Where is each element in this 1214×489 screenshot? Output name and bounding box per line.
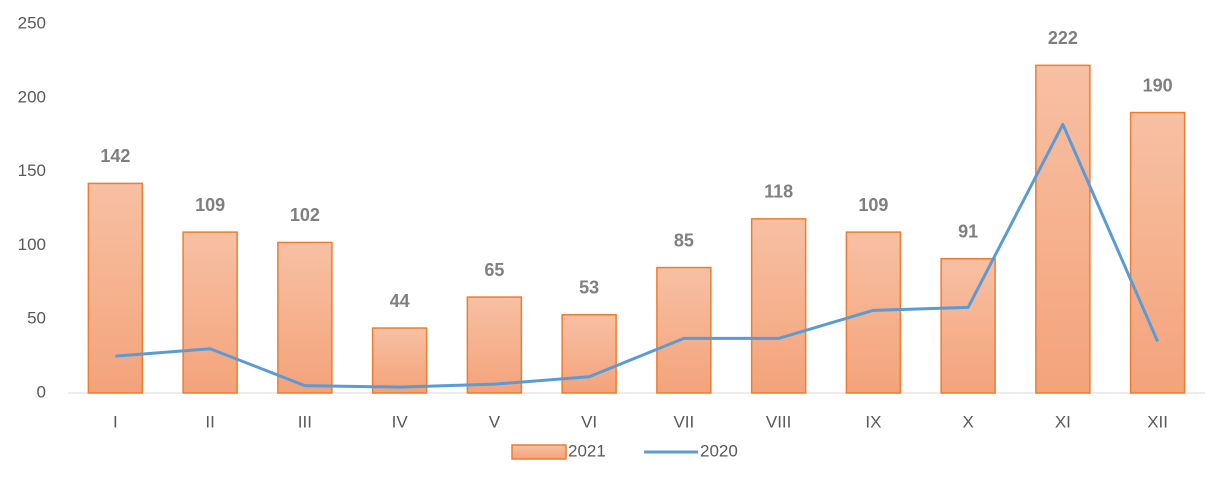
y-tick-label: 100 — [18, 235, 46, 254]
line — [115, 122, 1160, 389]
data-label: 109 — [195, 195, 225, 215]
data-label: 190 — [1143, 75, 1173, 95]
x-tick-label: VII — [673, 412, 694, 431]
data-label: 91 — [958, 221, 978, 241]
bar — [656, 266, 712, 394]
bar — [1129, 111, 1186, 394]
legend-label: 2021 — [568, 441, 606, 460]
data-label: 102 — [290, 205, 320, 225]
y-tick-label: 0 — [37, 382, 46, 401]
x-tick-label: IV — [392, 412, 409, 431]
bar — [750, 218, 807, 394]
bar — [277, 241, 333, 394]
x-tick-label: IX — [865, 412, 881, 431]
x-tick-label: I — [113, 412, 118, 431]
bar — [182, 231, 238, 394]
bar — [845, 231, 902, 394]
y-tick-label: 50 — [27, 309, 46, 328]
data-label: 222 — [1048, 28, 1078, 48]
bar — [940, 257, 996, 394]
bar — [371, 327, 428, 394]
bar — [466, 296, 523, 394]
bar — [561, 314, 617, 394]
x-tick-label: XII — [1147, 412, 1168, 431]
x-tick-label: VI — [581, 412, 597, 431]
data-label: 85 — [674, 230, 694, 250]
x-tick-label: XI — [1055, 412, 1071, 431]
bar — [87, 182, 144, 394]
x-tick-label: III — [298, 412, 312, 431]
x-tick-label: V — [489, 412, 501, 431]
x-tick-label: II — [205, 412, 214, 431]
legend-label: 2020 — [700, 441, 738, 460]
y-tick-label: 200 — [18, 87, 46, 106]
x-tick-label: X — [962, 412, 973, 431]
data-label: 53 — [579, 278, 599, 298]
data-label: 118 — [764, 182, 793, 202]
y-tick-label: 150 — [18, 161, 46, 180]
data-label: 65 — [484, 260, 504, 280]
data-label: 44 — [390, 291, 410, 311]
legend-swatch — [511, 444, 567, 460]
data-label: 142 — [100, 146, 130, 166]
data-label: 109 — [858, 195, 888, 215]
bar — [1035, 64, 1091, 394]
y-tick-label: 250 — [18, 13, 46, 32]
x-tick-label: VIII — [766, 412, 792, 431]
